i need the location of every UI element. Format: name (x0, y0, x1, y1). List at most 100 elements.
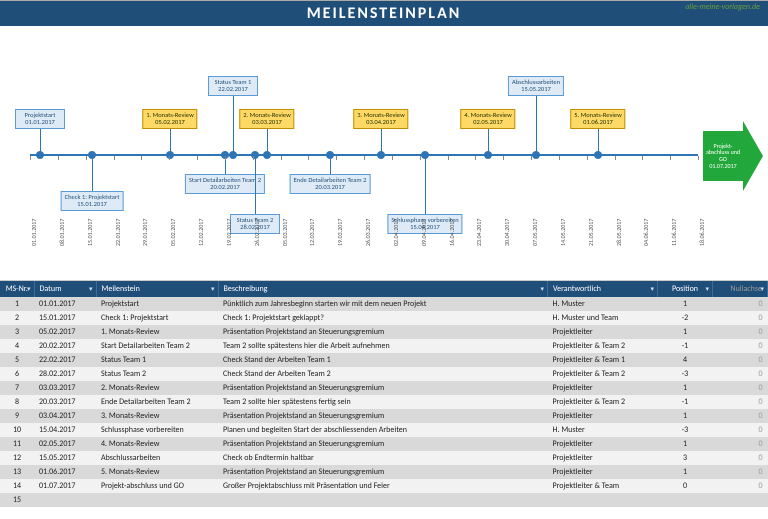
table-cell[interactable]: 22.02.2017 (34, 353, 96, 367)
table-cell[interactable]: -1 (658, 395, 713, 409)
table-row[interactable]: 1015.04.2017Schlussphase vorbereitenPlan… (0, 423, 768, 437)
table-cell[interactable]: 0 (713, 409, 768, 423)
table-cell[interactable]: 8 (0, 395, 34, 409)
table-cell[interactable]: Projektleiter (548, 381, 658, 395)
table-cell[interactable]: H. Muster (548, 297, 658, 311)
table-cell[interactable]: Projektleiter & Team (548, 479, 658, 493)
table-cell[interactable]: 0 (713, 297, 768, 311)
table-cell[interactable]: 1 (658, 409, 713, 423)
table-cell[interactable]: Status Team 2 (96, 367, 218, 381)
table-cell[interactable]: Check Stand der Arbeiten Team 1 (218, 353, 548, 367)
column-header[interactable]: Nullachse▾ (713, 281, 768, 297)
table-cell[interactable]: 3. Monats-Review (96, 409, 218, 423)
table-cell[interactable]: 2 (0, 311, 34, 325)
table-cell[interactable] (96, 493, 218, 507)
table-cell[interactable]: 1 (658, 381, 713, 395)
table-cell[interactable]: 5 (0, 353, 34, 367)
table-cell[interactable]: 02.05.2017 (34, 437, 96, 451)
table-cell[interactable]: 4 (658, 353, 713, 367)
table-cell[interactable]: Projektleiter (548, 437, 658, 451)
table-cell[interactable]: 1 (658, 297, 713, 311)
table-cell[interactable]: Projektleiter & Team 1 (548, 353, 658, 367)
table-cell[interactable]: 9 (0, 409, 34, 423)
table-row[interactable]: 15 (0, 493, 768, 507)
table-cell[interactable] (658, 493, 713, 507)
table-cell[interactable]: 3 (0, 325, 34, 339)
table-cell[interactable]: 0 (713, 423, 768, 437)
table-cell[interactable] (218, 493, 548, 507)
dropdown-icon[interactable]: ▾ (89, 284, 93, 293)
table-cell[interactable]: 10 (0, 423, 34, 437)
table-cell[interactable]: Abschlussarbeiten (96, 451, 218, 465)
table-row[interactable]: 820.03.2017Ende Detailarbeiten Team 2Tea… (0, 395, 768, 409)
table-cell[interactable]: 1 (0, 297, 34, 311)
table-row[interactable]: 903.04.20173. Monats-ReviewPräsentation … (0, 409, 768, 423)
table-cell[interactable]: Team 2 sollte spätestens hier die Arbeit… (218, 339, 548, 353)
table-row[interactable]: 628.02.2017Status Team 2Check Stand der … (0, 367, 768, 381)
table-cell[interactable]: 0 (658, 479, 713, 493)
table-cell[interactable]: -1 (658, 339, 713, 353)
table-cell[interactable]: -2 (658, 311, 713, 325)
table-cell[interactable]: Projektleiter & Team 2 (548, 395, 658, 409)
table-cell[interactable]: 1 (658, 437, 713, 451)
table-cell[interactable]: -3 (658, 367, 713, 381)
dropdown-icon[interactable]: ▾ (760, 284, 764, 293)
table-cell[interactable]: 12 (0, 451, 34, 465)
table-cell[interactable]: 13 (0, 465, 34, 479)
table-cell[interactable]: 0 (713, 353, 768, 367)
table-cell[interactable]: 6 (0, 367, 34, 381)
table-cell[interactable]: Schlussphase vorbereiten (96, 423, 218, 437)
table-cell[interactable]: 11 (0, 437, 34, 451)
table-cell[interactable]: 0 (713, 339, 768, 353)
table-cell[interactable]: Präsentation Projektstand an Steuerungsg… (218, 381, 548, 395)
table-row[interactable]: 1215.05.2017AbschlussarbeitenCheck ob En… (0, 451, 768, 465)
table-cell[interactable]: 4. Monats-Review (96, 437, 218, 451)
table-cell[interactable] (34, 493, 96, 507)
table-cell[interactable]: Präsentation Projektstand an Steuerungsg… (218, 437, 548, 451)
table-cell[interactable]: Präsentation Projektstand an Steuerungsg… (218, 325, 548, 339)
table-cell[interactable]: Projektstart (96, 297, 218, 311)
table-cell[interactable]: Projektleiter (548, 451, 658, 465)
table-row[interactable]: 703.03.20172. Monats-ReviewPräsentation … (0, 381, 768, 395)
table-cell[interactable]: Projektleiter & Team 2 (548, 339, 658, 353)
table-cell[interactable]: H. Muster und Team (548, 311, 658, 325)
column-header[interactable]: Datum▾ (34, 281, 96, 297)
table-cell[interactable]: Status Team 1 (96, 353, 218, 367)
table-cell[interactable]: Planen und begleiten Start der abschlies… (218, 423, 548, 437)
column-header[interactable]: Verantwortlich▾ (548, 281, 658, 297)
table-cell[interactable]: Projektleiter (548, 325, 658, 339)
table-row[interactable]: 215.01.2017Check 1: ProjektstartCheck 1:… (0, 311, 768, 325)
table-cell[interactable]: Team 2 sollte hier spätestens fertig sei… (218, 395, 548, 409)
table-cell[interactable]: 15.01.2017 (34, 311, 96, 325)
table-cell[interactable]: Projektleiter & Team 2 (548, 367, 658, 381)
table-cell[interactable]: Projekt-abschluss und GO (96, 479, 218, 493)
table-cell[interactable]: 01.01.2017 (34, 297, 96, 311)
table-cell[interactable]: 0 (713, 381, 768, 395)
column-header[interactable]: MS-Nr.▾ (0, 281, 34, 297)
table-cell[interactable]: 15.05.2017 (34, 451, 96, 465)
table-cell[interactable]: 2. Monats-Review (96, 381, 218, 395)
table-cell[interactable]: 5. Monats-Review (96, 465, 218, 479)
dropdown-icon[interactable]: ▾ (540, 284, 544, 293)
table-cell[interactable] (548, 493, 658, 507)
table-row[interactable]: 522.02.2017Status Team 1Check Stand der … (0, 353, 768, 367)
table-cell[interactable]: 20.02.2017 (34, 339, 96, 353)
table-cell[interactable]: Projektleiter (548, 465, 658, 479)
dropdown-icon[interactable]: ▾ (27, 284, 31, 293)
table-cell[interactable]: Check ob Endtermin haltbar (218, 451, 548, 465)
table-row[interactable]: 305.02.20171. Monats-ReviewPräsentation … (0, 325, 768, 339)
table-cell[interactable]: 0 (713, 437, 768, 451)
table-cell[interactable]: 14 (0, 479, 34, 493)
column-header[interactable]: Meilenstein▾ (96, 281, 218, 297)
table-cell[interactable]: 28.02.2017 (34, 367, 96, 381)
table-cell[interactable]: 1. Monats-Review (96, 325, 218, 339)
table-cell[interactable]: Präsentation Projektstand an Steuerungsg… (218, 465, 548, 479)
table-cell[interactable]: -3 (658, 423, 713, 437)
table-cell[interactable]: 0 (713, 395, 768, 409)
table-cell[interactable]: 03.04.2017 (34, 409, 96, 423)
column-header[interactable]: Position▾ (658, 281, 713, 297)
dropdown-icon[interactable]: ▾ (705, 284, 709, 293)
table-cell[interactable]: Ende Detailarbeiten Team 2 (96, 395, 218, 409)
table-cell[interactable]: 15 (0, 493, 34, 507)
table-cell[interactable]: 0 (713, 325, 768, 339)
